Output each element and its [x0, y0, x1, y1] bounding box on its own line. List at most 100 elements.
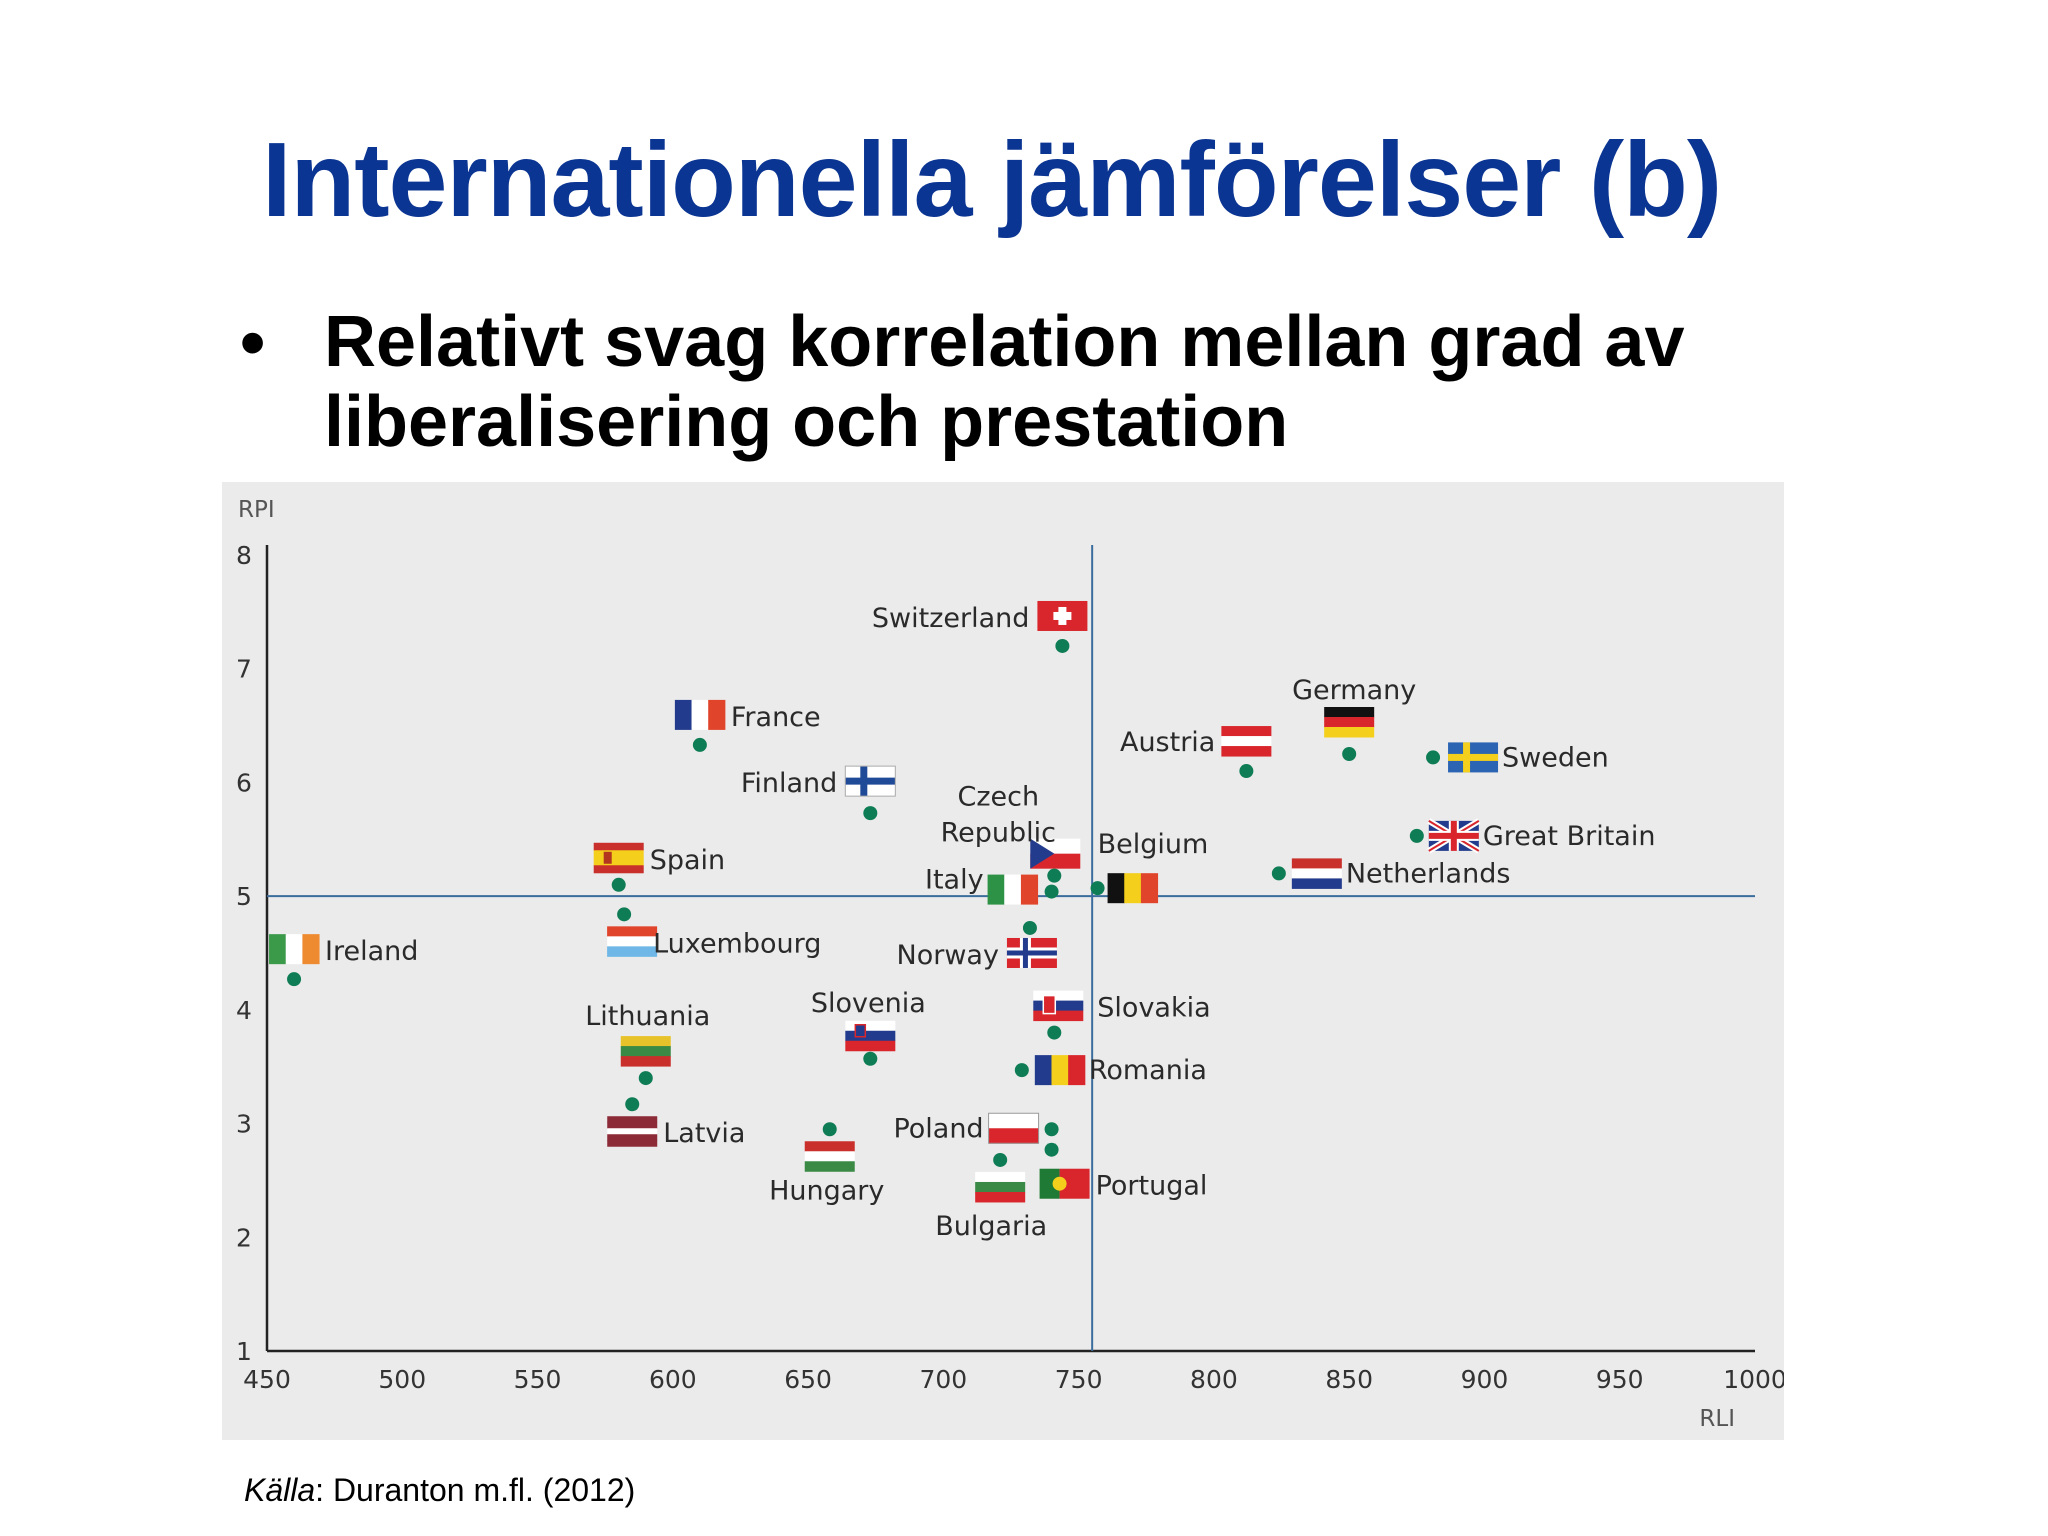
data-point: [1047, 1025, 1062, 1040]
flag-stripe: [804, 1141, 855, 1152]
bullet-line-2: liberalisering och prestation: [324, 382, 1289, 462]
source-citation: Källa: Duranton m.fl. (2012): [244, 1472, 635, 1509]
flag-stripe: [1068, 1055, 1086, 1086]
y-tick-label: 2: [236, 1223, 252, 1252]
flag-stripe: [607, 1122, 658, 1129]
flag-stripe: [1107, 873, 1125, 904]
bullet-text: Relativt svag korrelation mellan grad av…: [324, 302, 1824, 462]
point-label: Lithuania: [585, 1001, 710, 1032]
data-point: [1055, 638, 1070, 653]
data-point: [863, 1051, 878, 1066]
flag-stripe: [607, 1134, 658, 1141]
y-axis-label: RPI: [238, 497, 275, 523]
x-axis-label: RLI: [1699, 1406, 1735, 1432]
flag-stripe: [674, 699, 693, 730]
germany-flag: [1324, 707, 1375, 738]
bullet-line-1: Relativt svag korrelation mellan grad av: [324, 302, 1685, 382]
flag-stripe: [593, 865, 644, 874]
point-label: Sweden: [1502, 742, 1609, 773]
flag-border: [988, 1112, 1040, 1144]
source-text: : Duranton m.fl. (2012): [315, 1472, 636, 1508]
romania-flag: [1034, 1055, 1086, 1086]
x-tick-label: 550: [514, 1365, 562, 1394]
data-point: [1044, 884, 1059, 899]
data-point: [287, 972, 302, 987]
flag-stripe: [607, 1128, 658, 1135]
flag-stripe: [1039, 1168, 1060, 1199]
point-label: Latvia: [663, 1118, 745, 1149]
x-tick-label: 450: [243, 1365, 291, 1394]
point-label: Bulgaria: [935, 1211, 1047, 1242]
data-point: [863, 806, 878, 821]
flag-stripe: [269, 934, 287, 965]
data-point: [993, 1152, 1008, 1167]
flag-cross: [1006, 950, 1057, 956]
x-tick-label: 950: [1596, 1365, 1644, 1394]
y-tick-label: 1: [236, 1337, 252, 1366]
poland-flag: [988, 1112, 1040, 1144]
flag-stripe: [804, 1151, 855, 1162]
hungary-flag: [804, 1141, 855, 1172]
austria-flag: [1221, 726, 1272, 757]
data-point: [1239, 764, 1254, 779]
flag-stripe: [1124, 873, 1142, 904]
scatter-chart: 1 2 3 4 5 6 7 8 450 500 550 600 650 700 750 800 850 900 95…: [222, 482, 1787, 1440]
point-label: Netherlands: [1346, 858, 1511, 889]
data-point: [822, 1122, 837, 1137]
flag-stripe: [1221, 726, 1272, 737]
y-tick-label: 7: [236, 655, 252, 684]
norway-flag: [1006, 937, 1057, 968]
flag-stripe: [1034, 1055, 1052, 1086]
flag-stripe: [620, 1036, 671, 1047]
point-label: Germany: [1292, 675, 1416, 706]
flag-stripe: [1221, 746, 1272, 757]
spain-flag: [593, 842, 644, 874]
data-point: [1047, 868, 1062, 883]
point-label: Romania: [1089, 1055, 1207, 1086]
x-tick-label: 500: [378, 1365, 426, 1394]
flag-stripe: [975, 1181, 1026, 1193]
flag-cross: [1448, 753, 1499, 761]
x-tick-label: 750: [1055, 1365, 1103, 1394]
flag-stripe: [593, 850, 644, 859]
flag-emblem: [1052, 1176, 1067, 1191]
flag-stripe: [1291, 858, 1342, 869]
czech-republic-flag: [1030, 838, 1081, 869]
data-point: [1022, 920, 1037, 935]
bullet-marker: •: [240, 303, 266, 383]
x-tick-label: 850: [1325, 1365, 1373, 1394]
flag-cross: [845, 777, 896, 785]
point-label: Hungary: [769, 1175, 884, 1206]
flag-stripe: [607, 926, 658, 937]
slide-title: Internationella jämförelser (b): [262, 121, 1722, 239]
flag-stripe: [1033, 990, 1084, 1002]
flag-stripe: [620, 1046, 671, 1057]
point-label: Luxembourg: [653, 928, 821, 959]
data-point: [625, 1097, 640, 1112]
flag-stripe: [975, 1191, 1026, 1203]
x-tick-label: 1000: [1723, 1365, 1784, 1394]
flag-stripe: [845, 1040, 896, 1052]
flag-stripe: [302, 934, 320, 965]
point-label: Austria: [1120, 727, 1215, 758]
flag-stripe: [975, 1171, 1026, 1183]
flag-cross: [1053, 611, 1072, 620]
netherlands-flag: [1291, 858, 1342, 889]
x-tick-label: 800: [1190, 1365, 1238, 1394]
point-label: Poland: [893, 1113, 983, 1144]
flag-stripe: [607, 1116, 658, 1123]
bulgaria-flag: [975, 1171, 1026, 1203]
source-label: Källa: [244, 1472, 316, 1508]
point-label: Belgium: [1098, 829, 1209, 860]
flag-stripe: [1033, 1000, 1084, 1012]
data-point: [1271, 866, 1286, 881]
flag-emblem: [603, 851, 612, 864]
flag-stripe: [845, 1030, 896, 1042]
flag-border: [844, 765, 896, 797]
data-point: [611, 877, 626, 892]
flag-stripe: [607, 1140, 658, 1147]
x-tick-label: 650: [784, 1365, 832, 1394]
y-tick-label: 6: [236, 768, 252, 797]
data-point: [617, 907, 632, 922]
flag-stripe: [1051, 1055, 1069, 1086]
